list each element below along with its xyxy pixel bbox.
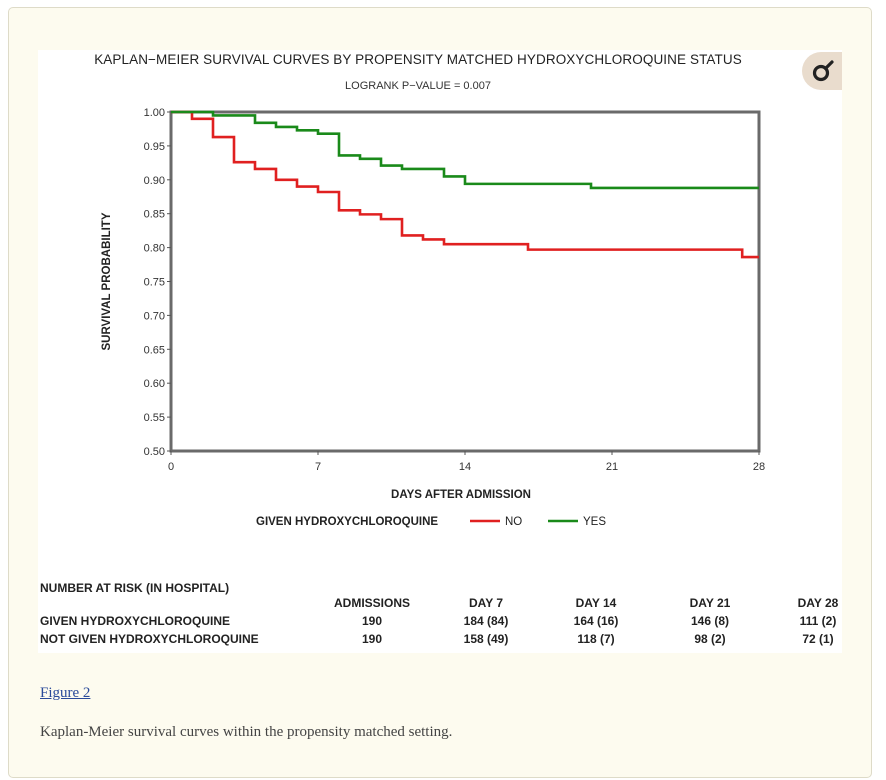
risk-row-label: NOT GIVEN HYDROXYCHLOROQUINE: [40, 632, 259, 646]
risk-row-label: GIVEN HYDROXYCHLOROQUINE: [40, 614, 231, 628]
series-line-no: [171, 110, 759, 259]
y-axis-label: SURVIVAL PROBABILITY: [101, 212, 113, 350]
risk-cell: 190: [361, 614, 383, 628]
risk-col-header: DAY 7: [468, 596, 504, 610]
figure-image: KAPLAN−MEIER SURVIVAL CURVES BY PROPENSI…: [38, 50, 842, 653]
risk-col-header: DAY 21: [689, 596, 731, 610]
y-tick-label: 0.95: [144, 141, 165, 153]
y-tick-label: 0.50: [144, 446, 165, 458]
risk-cell: 164 (16): [573, 614, 619, 628]
x-tick-label: 0: [168, 461, 174, 473]
y-tick-label: 0.85: [144, 209, 165, 221]
legend-label-no: NO: [505, 516, 522, 528]
y-tick-label: 0.65: [144, 344, 165, 356]
risk-cell: 190: [361, 632, 383, 646]
x-tick-label: 28: [753, 461, 765, 473]
x-tick-label: 7: [315, 461, 321, 473]
figure-link[interactable]: Figure 2: [40, 685, 91, 701]
x-tick-label: 14: [459, 461, 471, 473]
y-tick-label: 0.90: [144, 175, 165, 187]
risk-cell: 158 (49): [463, 632, 509, 646]
y-tick-label: 1.00: [144, 107, 165, 119]
plot-frame: [169, 110, 761, 453]
chart-subtitle: LOGRANK P−VALUE = 0.007: [345, 80, 491, 92]
risk-col-header: DAY 28: [797, 596, 839, 610]
risk-cell: 146 (8): [690, 614, 730, 628]
y-tick-label: 0.80: [144, 243, 165, 255]
risk-table-title: NUMBER AT RISK (IN HOSPITAL): [40, 581, 230, 595]
y-tick-label: 0.70: [144, 310, 165, 322]
km-chart: 0.50 0.55 0.60 0.65 0.70 0.75 0.80 0.85 0.90 0.95…: [101, 107, 765, 528]
risk-col-header: DAY 14: [575, 596, 617, 610]
figure-caption: Kaplan-Meier survival curves within the …: [40, 724, 453, 740]
y-tick-label: 0.60: [144, 378, 165, 390]
risk-cell: 118 (7): [577, 632, 615, 646]
female-symbol-icon[interactable]: [802, 52, 842, 90]
risk-cell: 184 (84): [463, 614, 509, 628]
risk-cell: 111 (2): [799, 614, 837, 628]
risk-cell: 98 (2): [694, 632, 726, 646]
legend-title: GIVEN HYDROXYCHLOROQUINE: [256, 516, 438, 528]
legend-label-yes: YES: [583, 516, 606, 528]
y-tick-label: 0.75: [144, 277, 165, 289]
risk-col-header: ADMISSIONS: [333, 596, 410, 610]
x-axis-label: DAYS AFTER ADMISSION: [391, 489, 531, 501]
chart-title: KAPLAN−MEIER SURVIVAL CURVES BY PROPENSI…: [94, 52, 742, 67]
y-tick-label: 0.55: [144, 412, 165, 424]
x-tick-label: 21: [606, 461, 618, 473]
risk-cell: 72 (1): [802, 632, 834, 646]
series-line-yes: [171, 110, 759, 190]
